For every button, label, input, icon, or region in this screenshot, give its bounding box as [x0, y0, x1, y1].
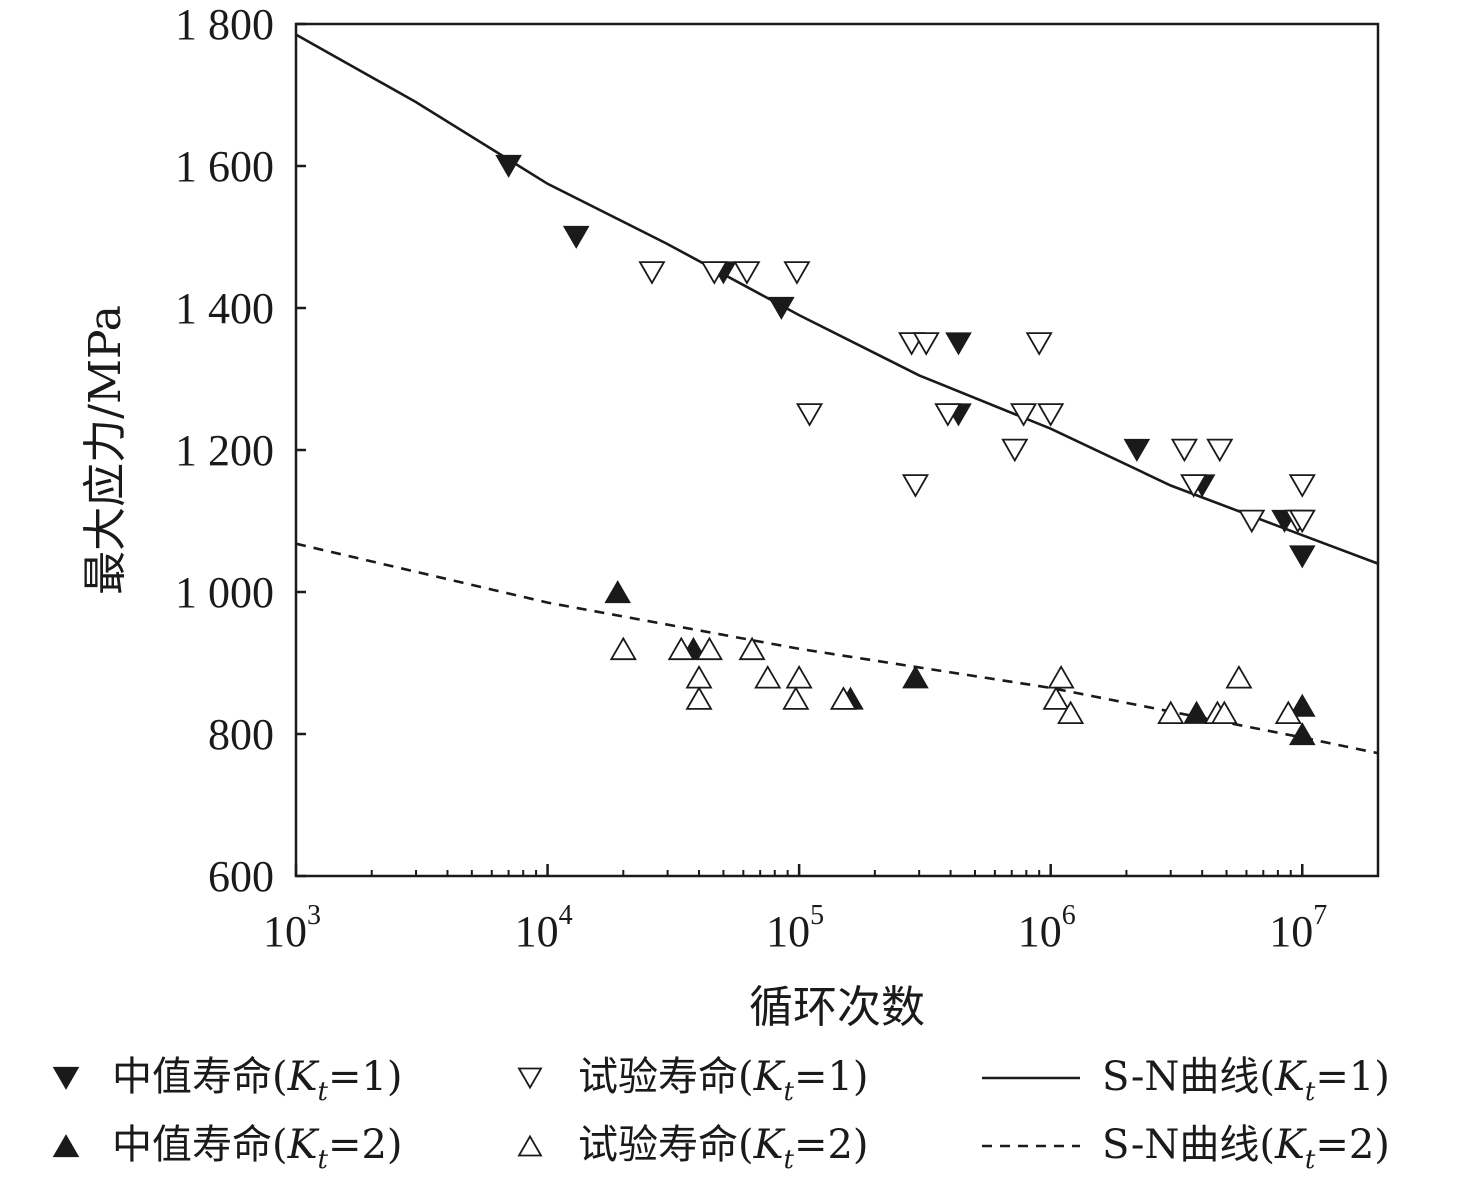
x-tick-label: 107 [1269, 900, 1327, 956]
legend-label-median: 中值寿命(Kt=1) [112, 1054, 403, 1107]
legend-label-curve: S-N曲线(Kt=2) [1102, 1122, 1390, 1175]
test-life-point [695, 636, 723, 661]
test-life-point [685, 665, 713, 689]
test-life-point [1057, 700, 1085, 724]
median-life-point [1288, 545, 1316, 569]
test-life-point [733, 261, 761, 285]
x-tick-label: 104 [515, 900, 573, 956]
test-life-point [1157, 700, 1185, 724]
median-life-point [562, 225, 590, 249]
test-life-point [1180, 474, 1208, 498]
test-life-point [901, 474, 930, 498]
median-life-point [902, 665, 929, 689]
y-tick-label: 1 800 [175, 0, 274, 49]
x-axis-title: 循环次数 [749, 982, 925, 1033]
median-life-point [1288, 693, 1316, 717]
sn-curves [295, 33, 1379, 755]
test-life-point [783, 261, 811, 285]
median-life-point [1123, 438, 1151, 462]
median-life-point [945, 332, 972, 356]
test-life-point [1274, 700, 1302, 724]
test-life-point [1206, 438, 1234, 463]
sn-curve-kt1 [295, 33, 1379, 565]
x-axis: 103 104 105 106 107 [263, 864, 1327, 956]
y-axis-title: 最大应力/MPa [80, 305, 131, 595]
legend-median-marker [52, 1134, 80, 1158]
test-life-point [1025, 332, 1053, 356]
legend-label-test: 试验寿命(Kt=2) [578, 1122, 869, 1175]
data-points [495, 154, 1316, 746]
y-tick-label: 1 000 [175, 568, 274, 617]
test-life-point [609, 636, 637, 661]
test-life-point [1225, 665, 1253, 689]
median-life-point [604, 580, 631, 604]
legend-median-marker [52, 1066, 80, 1090]
x-minor-ticks [370, 870, 1379, 876]
median-life-point [495, 154, 522, 178]
test-life-point [738, 636, 766, 661]
x-tick-label: 103 [263, 900, 321, 956]
test-life-point [1170, 438, 1198, 463]
test-life-point [1047, 665, 1075, 689]
test-life-point [1009, 403, 1038, 427]
test-life-point [1288, 474, 1316, 498]
x-tick-label: 106 [1018, 900, 1076, 956]
median-life-point [768, 296, 795, 320]
test-life-point [1042, 686, 1070, 710]
test-life-point [912, 332, 940, 356]
y-axis: 600 800 1 000 1 200 1 400 1 600 1 800 [175, 0, 306, 901]
test-life-point [685, 686, 713, 710]
test-life-point [700, 261, 728, 285]
median-life-point [1183, 700, 1210, 724]
legend-label-median: 中值寿命(Kt=2) [112, 1122, 403, 1175]
test-life-point [782, 686, 810, 710]
x-tick-label: 105 [766, 900, 824, 956]
test-life-point [1001, 438, 1029, 463]
y-tick-label: 1 400 [175, 284, 274, 333]
test-life-point [1238, 509, 1266, 534]
median-life-point [1288, 722, 1316, 746]
legend-test-marker [517, 1134, 543, 1157]
legend-label-curve: S-N曲线(Kt=1) [1102, 1054, 1390, 1107]
test-life-point [785, 665, 813, 689]
test-life-point [795, 403, 824, 427]
test-life-point [667, 636, 695, 661]
y-tick-label: 1 200 [175, 426, 274, 475]
test-life-point [638, 261, 666, 285]
legend-label-test: 试验寿命(Kt=1) [578, 1054, 869, 1107]
test-life-point [934, 403, 962, 427]
legend-test-marker [517, 1067, 543, 1090]
legend: 中值寿命(Kt=1) 中值寿命(Kt=2) 试验寿命(Kt=1) 试验寿命(Kt=2)… [52, 1054, 1390, 1175]
test-life-point [1288, 509, 1316, 534]
test-life-point [1210, 700, 1238, 724]
test-life-point [829, 686, 857, 710]
test-life-point [1037, 403, 1065, 427]
y-tick-label: 800 [208, 710, 274, 759]
test-life-point [754, 665, 782, 689]
y-tick-label: 1 600 [175, 142, 274, 191]
y-tick-label: 600 [208, 852, 274, 901]
